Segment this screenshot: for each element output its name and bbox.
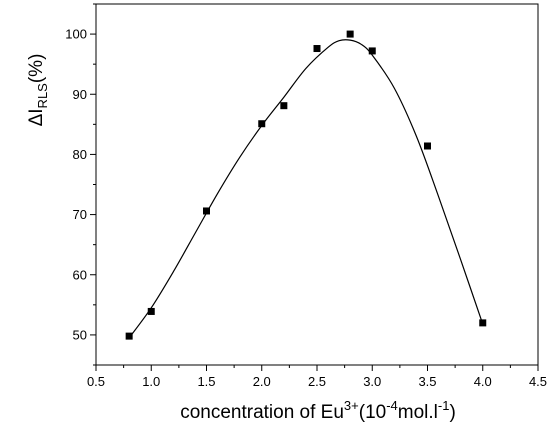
y-tick-label: 60 — [73, 267, 87, 282]
x-tick-label: 4.5 — [529, 374, 547, 389]
x-tick-label: 2.5 — [308, 374, 326, 389]
plot-frame — [95, 3, 539, 366]
y-tick-label: 100 — [65, 27, 87, 42]
x-tick-label: 1.0 — [142, 374, 160, 389]
data-point — [125, 332, 133, 340]
x-tick-label: 1.5 — [197, 374, 215, 389]
data-point — [280, 102, 288, 110]
data-point — [203, 207, 210, 215]
x-tick-label: 3.0 — [363, 374, 381, 389]
data-point — [479, 319, 487, 327]
data-point — [346, 30, 354, 38]
x-tick-label: 2.0 — [253, 374, 271, 389]
x-axis-title: concentration of Eu3+(10-4mol.l-1) — [180, 398, 456, 423]
y-tick-label: 50 — [73, 327, 87, 342]
data-point — [368, 47, 376, 55]
data-point — [258, 120, 266, 128]
y-axis-title: ΔIRLS(%) — [26, 54, 50, 127]
data-point — [424, 142, 431, 150]
x-tick-label: 3.5 — [418, 374, 436, 389]
y-tick-label: 70 — [73, 207, 87, 222]
data-points — [125, 30, 487, 340]
data-point — [313, 45, 321, 53]
y-ticks: 50 60 70 80 90 100 — [65, 3, 96, 366]
y-tick-label: 80 — [73, 147, 87, 162]
data-point — [147, 307, 155, 315]
x-tick-label: 0.5 — [87, 374, 105, 389]
x-tick-label: 4.0 — [474, 374, 492, 389]
x-ticks: 0.5 1.0 1.5 2.0 2.5 3.0 3.5 4.0 4.5 — [87, 365, 547, 389]
y-tick-label: 90 — [73, 87, 87, 102]
fit-curve — [128, 39, 484, 339]
